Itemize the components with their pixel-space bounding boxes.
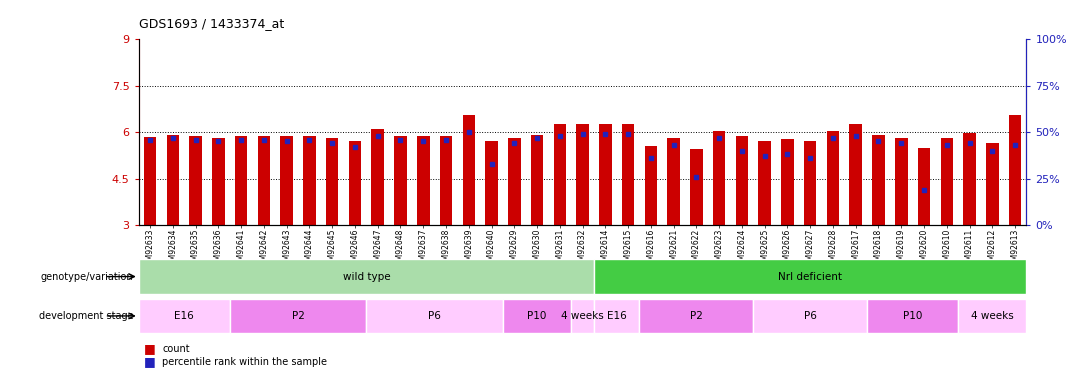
Bar [554, 124, 567, 225]
Bar [189, 136, 202, 225]
Bar [759, 141, 771, 225]
Text: P6: P6 [803, 311, 816, 321]
Bar [144, 137, 157, 225]
Bar [462, 115, 475, 225]
Bar [530, 135, 543, 225]
Bar [394, 136, 407, 225]
Bar [349, 141, 362, 225]
Bar [571, 299, 594, 333]
Text: E16: E16 [607, 311, 626, 321]
Bar [281, 136, 293, 225]
Bar [576, 123, 589, 225]
Bar [622, 124, 635, 225]
Text: ■: ■ [144, 356, 156, 368]
Bar [849, 124, 862, 225]
Bar [713, 131, 726, 225]
Bar [303, 136, 316, 225]
Text: P6: P6 [428, 311, 441, 321]
Bar [229, 299, 366, 333]
Bar [139, 299, 229, 333]
Bar [872, 135, 885, 225]
Text: 4 weeks: 4 weeks [971, 311, 1014, 321]
Bar [918, 148, 930, 225]
Text: E16: E16 [174, 311, 194, 321]
Text: P10: P10 [527, 311, 546, 321]
Bar [508, 138, 521, 225]
Text: count: count [162, 344, 190, 354]
Bar [781, 139, 794, 225]
Bar [503, 299, 571, 333]
Bar [690, 149, 703, 225]
Bar [371, 129, 384, 225]
Bar [599, 123, 611, 225]
Bar [417, 136, 430, 225]
Bar [964, 133, 976, 225]
Bar [940, 138, 953, 225]
Bar [440, 136, 452, 225]
Text: ■: ■ [144, 342, 156, 355]
Bar [485, 141, 498, 225]
Text: percentile rank within the sample: percentile rank within the sample [162, 357, 328, 367]
Bar [639, 299, 753, 333]
Bar [235, 136, 248, 225]
Text: Nrl deficient: Nrl deficient [778, 272, 842, 282]
Bar [644, 146, 657, 225]
Bar [735, 136, 748, 225]
Bar [958, 299, 1026, 333]
Bar [139, 260, 594, 294]
Bar [827, 131, 840, 225]
Text: development stage: development stage [38, 311, 133, 321]
Text: P2: P2 [690, 311, 703, 321]
Text: wild type: wild type [343, 272, 391, 282]
Bar [667, 138, 680, 225]
Bar [366, 299, 503, 333]
Bar [753, 299, 867, 333]
Bar [594, 299, 639, 333]
Text: 4 weeks: 4 weeks [561, 311, 604, 321]
Bar [803, 141, 816, 225]
Bar [1008, 115, 1021, 225]
Bar [212, 138, 225, 225]
Bar [895, 138, 908, 225]
Bar [325, 138, 338, 225]
Bar [867, 299, 958, 333]
Bar [166, 135, 179, 225]
Text: P10: P10 [903, 311, 922, 321]
Text: GDS1693 / 1433374_at: GDS1693 / 1433374_at [139, 17, 284, 30]
Bar [594, 260, 1026, 294]
Text: genotype/variation: genotype/variation [41, 272, 133, 282]
Text: P2: P2 [291, 311, 304, 321]
Bar [257, 136, 270, 225]
Bar [986, 143, 999, 225]
